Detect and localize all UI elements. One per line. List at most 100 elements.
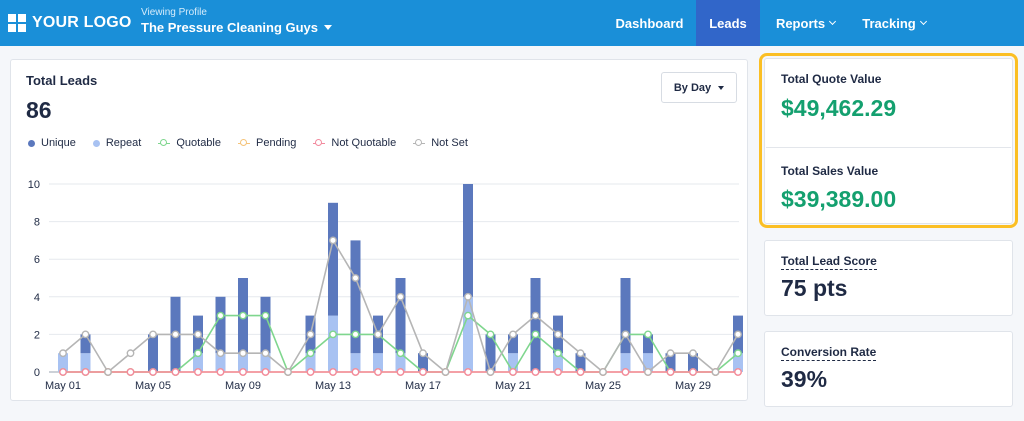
point-not-set [374, 330, 382, 339]
bar-unique [485, 334, 496, 372]
nav-leads[interactable]: Leads [696, 0, 760, 46]
bar-unique [215, 296, 226, 354]
bar-unique [418, 353, 428, 372]
bar-repeat [643, 353, 653, 372]
top-navigation-bar: YOUR LOGO Viewing Profile The Pressure C… [0, 0, 1024, 46]
nav-reports-label: Reports [775, 15, 826, 31]
legend-item-pending[interactable]: Pending [238, 137, 296, 149]
point-quotable [329, 330, 337, 339]
nav-dashboard[interactable]: Dashboard [603, 0, 696, 46]
x-tick-label: May 05 [135, 380, 171, 392]
point-not-set [194, 330, 202, 339]
bar-unique [508, 334, 518, 354]
nav-leads-label: Leads [709, 15, 747, 31]
x-tick-label: May 29 [675, 380, 711, 392]
point-not-set [621, 330, 630, 339]
point-not-set [171, 330, 180, 339]
legend-label: Not Set [431, 137, 468, 149]
nav-dashboard-label: Dashboard [615, 15, 684, 31]
bar-repeat [238, 353, 248, 372]
bar-unique [575, 353, 586, 372]
legend-item-quotable[interactable]: Quotable [158, 137, 221, 149]
point-not-set [419, 349, 427, 358]
point-quotable [554, 349, 562, 358]
point-quotable [351, 330, 360, 339]
point-not-set [554, 330, 562, 339]
x-tick-label: May 25 [585, 380, 621, 392]
point-not-quotable [396, 368, 405, 376]
point-not-quotable [576, 368, 585, 376]
point-not-set [329, 236, 337, 245]
point-not-quotable [126, 368, 135, 376]
bar-unique [80, 334, 91, 354]
total-lead-score-label[interactable]: Total Lead Score [781, 254, 877, 270]
point-not-set [239, 349, 247, 358]
point-not-set [284, 368, 292, 376]
point-not-quotable [351, 368, 360, 376]
point-not-set [396, 292, 405, 301]
point-not-quotable [531, 368, 540, 376]
bar-unique [665, 353, 676, 372]
bar-unique [395, 278, 406, 354]
legend-item-not-set[interactable]: Not Set [413, 137, 468, 149]
bar-repeat [215, 353, 226, 372]
profile-selector[interactable]: The Pressure Cleaning Guys [141, 20, 333, 35]
point-not-quotable [554, 368, 562, 376]
point-not-set [441, 368, 450, 376]
point-not-set [689, 349, 697, 358]
point-not-quotable [306, 368, 315, 376]
total-leads-title: Total Leads [26, 73, 98, 88]
y-tick-label: 4 [34, 292, 40, 304]
point-quotable [531, 330, 540, 339]
point-not-set [351, 274, 360, 282]
point-not-quotable [374, 368, 382, 376]
conversion-rate-label[interactable]: Conversion Rate [781, 345, 877, 361]
bar-unique [148, 334, 158, 372]
legend-item-not-quotable[interactable]: Not Quotable [313, 137, 396, 149]
total-sales-value: $39,389.00 [781, 186, 897, 212]
legend-item-unique[interactable]: Unique [28, 137, 76, 149]
point-quotable [194, 349, 202, 358]
legend-line-marker-icon [238, 139, 250, 147]
bar-unique [643, 334, 653, 354]
x-tick-label: May 21 [495, 380, 531, 392]
total-quote-value-label: Total Quote Value [781, 72, 882, 86]
chevron-down-icon [829, 17, 837, 26]
conversion-rate-value: 39% [781, 366, 828, 392]
logo[interactable]: YOUR LOGO [8, 14, 132, 32]
bar-unique [688, 353, 698, 372]
bar-unique [328, 202, 338, 316]
point-not-set [711, 368, 720, 376]
legend-label: Not Quotable [331, 137, 397, 149]
total-sales-value-label: Total Sales Value [781, 164, 879, 178]
y-tick-label: 2 [34, 329, 40, 341]
chart-legend: Unique Repeat Quotable Pending Not Quota… [28, 137, 485, 149]
bar-repeat [350, 353, 361, 372]
viewing-profile-caption: Viewing Profile [141, 7, 207, 18]
nav-tracking[interactable]: Tracking [851, 0, 937, 46]
point-quotable [261, 311, 270, 320]
bar-repeat [58, 353, 68, 372]
legend-line-marker-icon [313, 139, 326, 147]
bar-repeat [305, 353, 316, 372]
period-dropdown[interactable]: By Day [661, 72, 737, 103]
legend-label: Pending [256, 137, 297, 149]
bar-unique [530, 278, 541, 372]
x-tick-label: May 09 [225, 380, 261, 392]
y-tick-label: 6 [34, 254, 40, 266]
bar-unique [620, 278, 631, 354]
point-not-set [261, 349, 270, 358]
point-not-quotable [509, 368, 517, 376]
nav-reports[interactable]: Reports [760, 0, 851, 46]
point-not-set [149, 330, 157, 339]
legend-line-marker-icon [413, 139, 426, 147]
point-not-quotable [216, 368, 225, 376]
total-lead-score-card: Total Lead Score 75 pts [764, 240, 1013, 316]
bar-unique [350, 240, 361, 354]
legend-item-repeat[interactable]: Repeat [92, 137, 141, 149]
legend-line-marker-icon [158, 139, 171, 147]
x-tick-label: May 17 [405, 380, 441, 392]
point-not-set [216, 349, 225, 358]
bar-repeat [395, 353, 406, 372]
divider [766, 147, 1011, 148]
